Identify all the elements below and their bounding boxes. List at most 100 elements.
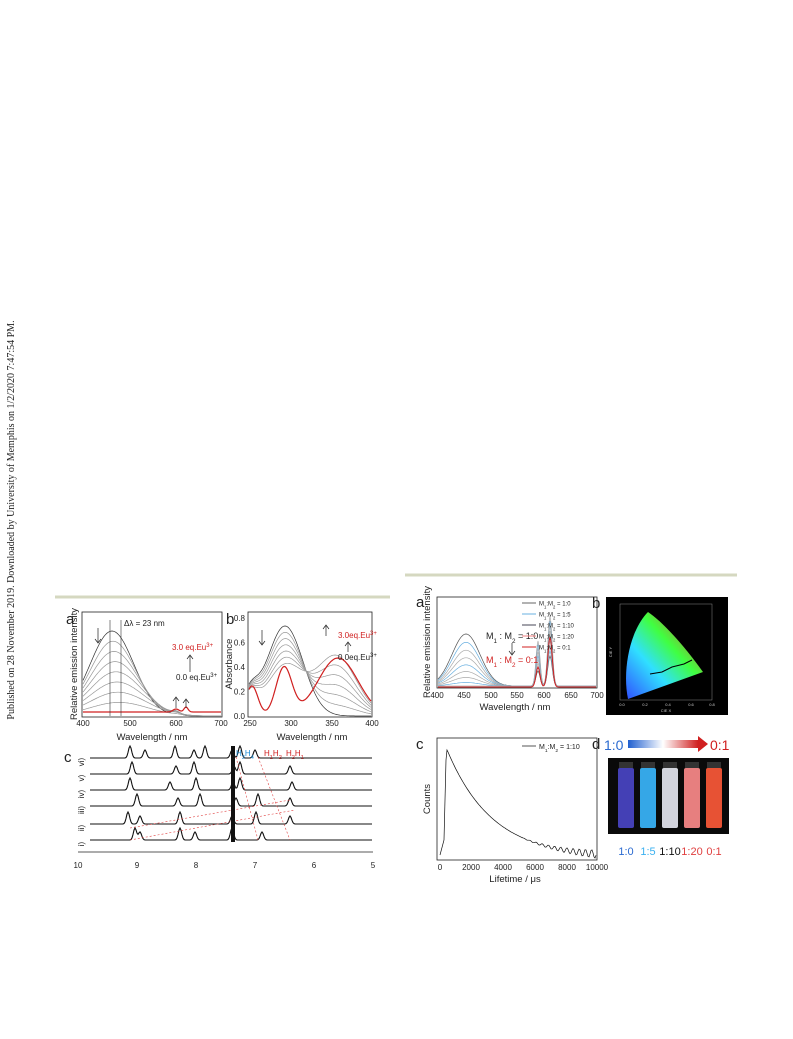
- text-part: M: [539, 744, 545, 751]
- tick-label: 600: [169, 719, 183, 728]
- curve: [248, 656, 372, 706]
- x-label: Wavelength / nm: [277, 732, 348, 743]
- tick-label: 700: [590, 691, 604, 700]
- vial: [640, 768, 656, 828]
- tick-label: 10: [74, 861, 83, 870]
- subscript: 2: [553, 615, 556, 620]
- text-part: M: [539, 646, 544, 652]
- text-part: = 1:20: [555, 635, 574, 641]
- text-part: M: [550, 744, 556, 751]
- vial-cap: [641, 762, 655, 768]
- text-part: M: [486, 631, 494, 641]
- y-label: Relative emission intensity: [69, 608, 80, 720]
- arrow: [698, 736, 708, 752]
- bar-label: 1:0: [604, 737, 624, 753]
- vial: [662, 768, 678, 828]
- superscript: 3+: [210, 673, 217, 679]
- curve: [248, 638, 372, 713]
- curve: [82, 702, 221, 717]
- annotation: 3.0eq.Eu3+: [338, 631, 377, 640]
- legend-entry: M1:M2 = 1:5: [539, 613, 571, 621]
- sample-label: 0:1: [706, 846, 721, 858]
- annotation-text: 3.0eq.Eu: [338, 631, 370, 640]
- text-part: H: [273, 749, 279, 758]
- tick-label: 300: [284, 719, 298, 728]
- text-part: :: [546, 635, 548, 641]
- arrow: [508, 643, 516, 656]
- tick-label: 9: [135, 861, 140, 870]
- text-part: H: [286, 749, 292, 758]
- x-label: Wavelength / nm: [117, 732, 188, 743]
- text-part: :: [497, 631, 505, 641]
- x-label: Wavelength / nm: [480, 702, 551, 713]
- text-part: M: [539, 635, 544, 641]
- text-part: M: [539, 624, 544, 630]
- legend-entry: M1:M2 = 1:0: [539, 602, 571, 610]
- panel-label: d: [592, 736, 600, 753]
- nmr-spectra: [90, 744, 372, 842]
- legend-entry: M1:M2 = 1:10: [539, 744, 580, 754]
- tick-label: 0.0: [619, 702, 625, 707]
- subscript: 1: [544, 648, 547, 653]
- row-label: ii): [77, 825, 86, 832]
- curve: [248, 657, 372, 711]
- text-part: = 0:1: [516, 655, 539, 665]
- tick-label: 700: [214, 719, 228, 728]
- legend: M1:M2 = 1:0M1:M2 = 1:5M1:M2 = 1:10M1:M2 …: [522, 602, 575, 654]
- spectra: [248, 625, 372, 717]
- tick-label: 5: [371, 861, 376, 870]
- text-part: :: [548, 744, 550, 751]
- vials: 1:0 1:5 1:10 1:20 0:1: [618, 762, 722, 858]
- curve: [83, 706, 221, 713]
- tick-label: 0: [438, 863, 443, 872]
- tick-label: 450: [457, 691, 471, 700]
- annotation: 3.0 eq.Eu3+: [172, 643, 214, 652]
- text-part: = 1:0: [555, 602, 571, 608]
- tick-label: 250: [243, 719, 257, 728]
- gradient-bar: [628, 740, 698, 748]
- tick-label: 0.6: [234, 639, 246, 648]
- subscript: 2: [512, 638, 516, 645]
- subscript: 2: [279, 755, 282, 761]
- text-part: :: [546, 624, 548, 630]
- legend-entry: M1:M2 = 0:1: [539, 646, 571, 654]
- superscript: 3+: [206, 643, 213, 649]
- axes: [436, 737, 598, 861]
- annotation-text: 0.0 eq.Eu: [176, 673, 210, 682]
- row-label: v): [77, 774, 86, 781]
- tick-label: 4000: [494, 863, 512, 872]
- tick-label: 400: [365, 719, 379, 728]
- y-label: Absorbance: [224, 639, 235, 690]
- axes: [247, 611, 373, 718]
- text-part: M: [539, 613, 544, 619]
- vial-cap: [663, 762, 677, 768]
- text-part: H: [295, 749, 301, 758]
- text-part: M: [548, 613, 553, 619]
- subscript: 2: [553, 637, 556, 642]
- tick-label: 0.6: [688, 702, 694, 707]
- superscript: 3+: [370, 653, 377, 659]
- guide-line: [129, 799, 291, 829]
- subscript: 1: [494, 638, 498, 645]
- arrow: [258, 624, 352, 652]
- curve: [248, 625, 371, 717]
- tick-label: 8: [194, 861, 199, 870]
- vial: [618, 768, 634, 828]
- subscript: 1: [270, 755, 273, 761]
- curve: [248, 650, 372, 708]
- tick-label: 6000: [526, 863, 544, 872]
- text-part: :: [546, 613, 548, 619]
- annotation: M1 : M2 = 0:1: [486, 655, 538, 669]
- curve: [248, 644, 372, 710]
- curve: [82, 661, 221, 717]
- tick-label: 500: [484, 691, 498, 700]
- subscript: 2: [512, 662, 516, 669]
- x-label: Lifetime / μs: [489, 874, 541, 885]
- subscript: 1: [544, 626, 547, 631]
- text-part: :: [497, 655, 505, 665]
- bar-label: 0:1: [710, 737, 730, 753]
- row-label: i): [77, 841, 86, 846]
- tick-label: 400: [430, 691, 444, 700]
- panel-label: b: [592, 595, 600, 612]
